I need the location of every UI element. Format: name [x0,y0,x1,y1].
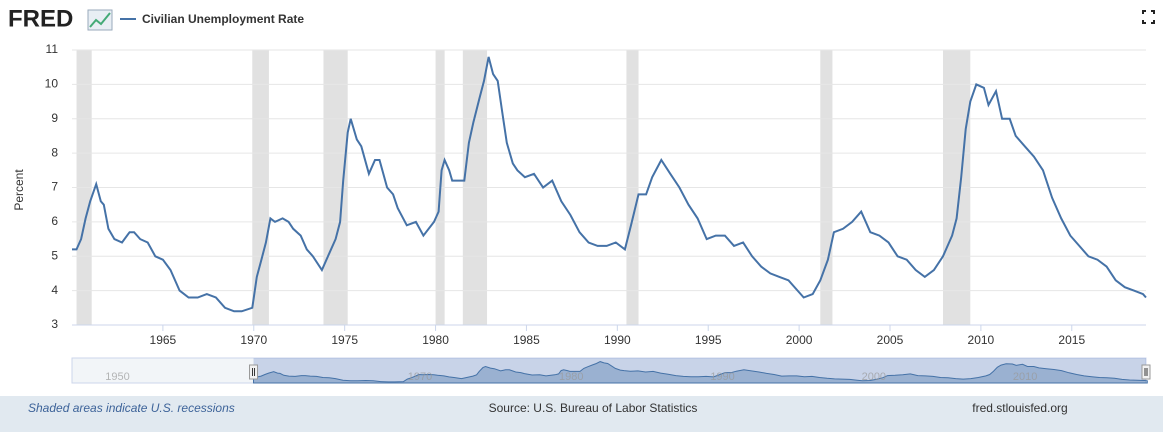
footer-note[interactable]: Shaded areas indicate U.S. recessions [28,401,235,415]
navigator-label: 2010 [1013,371,1037,383]
fullscreen-icon[interactable] [1142,10,1155,24]
x-tick-label: 2010 [968,333,995,347]
navigator-label: 1980 [559,371,583,383]
navigator-area [252,361,1148,384]
legend-label: Civilian Unemployment Rate [142,12,304,26]
x-tick-label: 1985 [513,333,540,347]
footer-source: Source: U.S. Bureau of Labor Statistics [489,401,698,415]
navigator-label: 2000 [862,371,886,383]
y-axis-label: Percent [12,169,26,211]
x-tick-label: 1965 [150,333,177,347]
y-tick-label: 6 [51,214,58,228]
x-tick-label: 1990 [604,333,631,347]
footer-site[interactable]: fred.stlouisfed.org [972,401,1067,415]
x-tick-label: 2000 [786,333,813,347]
navigator-label: 1970 [408,371,432,383]
data-line [72,56,1147,313]
x-tick-label: 1970 [240,333,267,347]
handle-body [249,364,259,380]
x-tick-label: 2005 [877,333,904,347]
footer-band [0,396,1163,432]
navigator-label: 1950 [105,371,129,383]
y-tick-label: 5 [51,248,58,262]
handle-body [1141,364,1151,380]
logo-icon [87,9,113,31]
y-tick-label: 4 [51,283,58,297]
y-tick-label: 8 [51,145,58,159]
brand: FRED [8,5,73,32]
navigator-handle[interactable] [249,364,259,380]
y-tick-label: 9 [51,111,58,125]
x-tick-label: 1995 [695,333,722,347]
navigator-handle[interactable] [1141,364,1151,380]
x-tick-label: 2015 [1058,333,1085,347]
y-tick-label: 7 [51,180,58,194]
y-tick-label: 10 [45,77,59,91]
navigator-label: 1990 [710,371,734,383]
navigator-selection [253,358,1147,383]
x-tick-label: 1975 [331,333,358,347]
x-tick-label: 1980 [422,333,449,347]
y-tick-label: 11 [46,42,59,56]
y-tick-label: 3 [51,317,58,331]
